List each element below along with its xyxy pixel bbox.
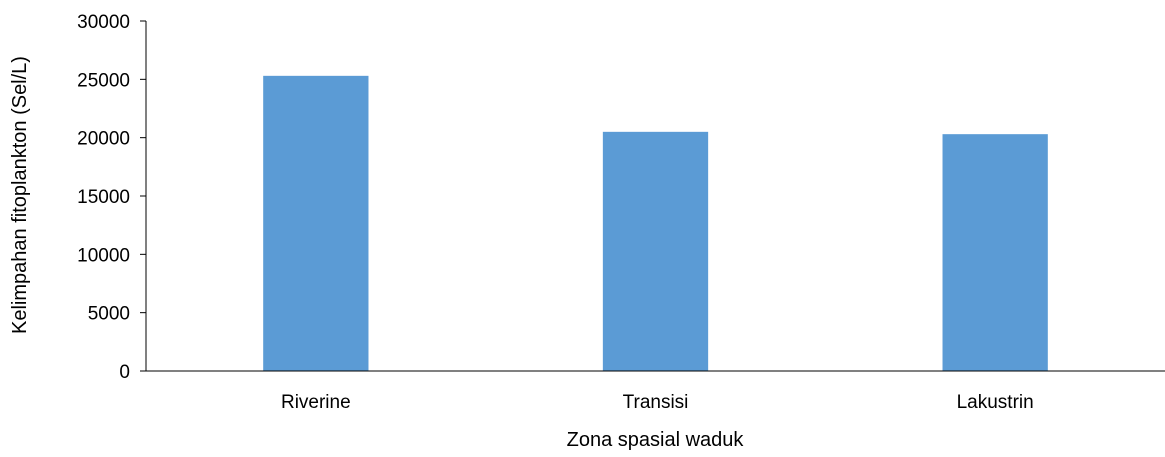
bar-lakustrin xyxy=(942,134,1048,371)
bar-riverine xyxy=(263,75,369,371)
x-tick-label: Transisi xyxy=(623,392,689,413)
y-tick-label: 5000 xyxy=(88,304,130,325)
y-tick-label: 0 xyxy=(119,362,130,383)
y-tick-label: 25000 xyxy=(77,70,130,91)
bars xyxy=(263,75,1048,371)
x-tick-label: Riverine xyxy=(281,392,351,413)
x-tick-labels: Riverine Transisi Lakustrin xyxy=(281,392,1034,413)
y-tick-label: 20000 xyxy=(77,129,130,150)
x-axis-title: Zona spasial waduk xyxy=(567,429,745,451)
x-tick-label: Lakustrin xyxy=(957,392,1034,413)
y-tick-label: 15000 xyxy=(77,187,130,208)
bar-transisi xyxy=(602,131,709,371)
y-tick-label: 10000 xyxy=(77,245,130,266)
y-axis-title: Kelimpahan fitoplankton (Sel/L) xyxy=(9,56,31,334)
y-tick-label: 30000 xyxy=(77,12,130,33)
y-tick-labels: 0 5000 10000 15000 20000 25000 30000 xyxy=(77,12,146,383)
